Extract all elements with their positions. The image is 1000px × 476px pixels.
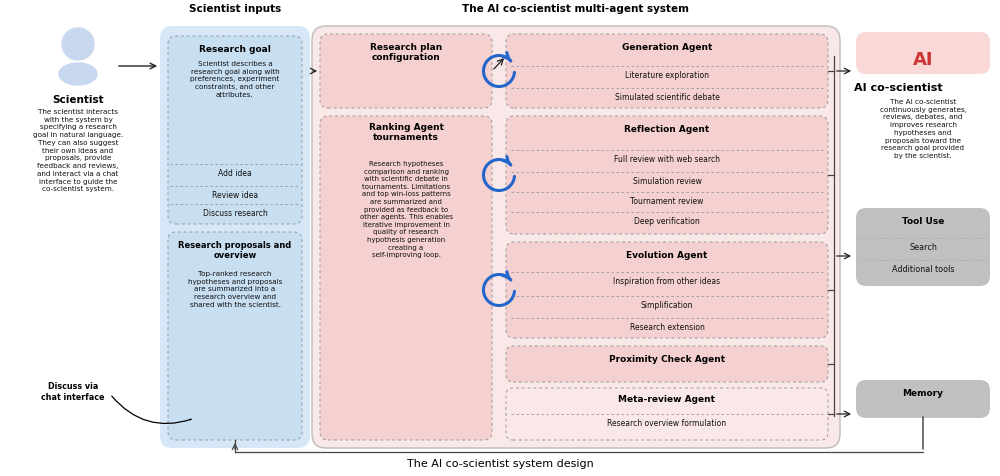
Text: Discuss research: Discuss research bbox=[203, 208, 267, 218]
Text: Generation Agent: Generation Agent bbox=[622, 43, 712, 52]
Text: AI co-scientist: AI co-scientist bbox=[854, 83, 943, 93]
Text: The AI co-scientist system design: The AI co-scientist system design bbox=[407, 458, 593, 468]
Text: Full review with web search: Full review with web search bbox=[614, 155, 720, 164]
FancyBboxPatch shape bbox=[856, 208, 990, 287]
FancyBboxPatch shape bbox=[320, 35, 492, 109]
Text: Research overview formulation: Research overview formulation bbox=[607, 418, 727, 427]
FancyBboxPatch shape bbox=[506, 346, 828, 382]
FancyArrowPatch shape bbox=[112, 397, 191, 424]
Text: Review idea: Review idea bbox=[212, 190, 258, 199]
FancyBboxPatch shape bbox=[168, 232, 302, 440]
Text: Inspiration from other ideas: Inspiration from other ideas bbox=[613, 277, 721, 286]
Text: Research plan
configuration: Research plan configuration bbox=[370, 43, 442, 62]
Text: Research goal: Research goal bbox=[199, 45, 271, 54]
FancyBboxPatch shape bbox=[506, 388, 828, 440]
Text: Tournament review: Tournament review bbox=[630, 197, 704, 206]
Text: Literature exploration: Literature exploration bbox=[625, 71, 709, 80]
FancyBboxPatch shape bbox=[160, 27, 310, 448]
Text: Scientist: Scientist bbox=[52, 95, 104, 105]
FancyBboxPatch shape bbox=[506, 117, 828, 235]
Text: AI: AI bbox=[913, 51, 933, 69]
Text: Simulation review: Simulation review bbox=[633, 177, 701, 186]
FancyBboxPatch shape bbox=[506, 242, 828, 338]
Text: Evolution Agent: Evolution Agent bbox=[626, 250, 708, 259]
Text: Scientist describes a
research goal along with
preferences, experiment
constrain: Scientist describes a research goal alon… bbox=[190, 61, 280, 98]
Text: Simplification: Simplification bbox=[641, 300, 693, 309]
Text: Deep verification: Deep verification bbox=[634, 217, 700, 226]
Text: Additional tools: Additional tools bbox=[892, 265, 954, 273]
Circle shape bbox=[62, 29, 94, 61]
Text: Meta-review Agent: Meta-review Agent bbox=[618, 394, 716, 403]
Text: Research hypotheses
comparison and ranking
with scientific debate in
tournaments: Research hypotheses comparison and ranki… bbox=[360, 161, 453, 258]
FancyBboxPatch shape bbox=[168, 37, 302, 225]
Text: Reflection Agent: Reflection Agent bbox=[624, 125, 710, 134]
Text: The scientist interacts
with the system by
specifying a research
goal in natural: The scientist interacts with the system … bbox=[33, 109, 123, 192]
Text: Add idea: Add idea bbox=[218, 169, 252, 178]
FancyBboxPatch shape bbox=[320, 117, 492, 440]
Text: The AI co-scientist multi-agent system: The AI co-scientist multi-agent system bbox=[462, 4, 690, 14]
Text: Memory: Memory bbox=[902, 388, 944, 397]
Text: Search: Search bbox=[909, 242, 937, 251]
Text: Scientist inputs: Scientist inputs bbox=[189, 4, 281, 14]
Text: Research extension: Research extension bbox=[630, 322, 704, 331]
FancyBboxPatch shape bbox=[856, 380, 990, 418]
Text: Discuss via
chat interface: Discuss via chat interface bbox=[41, 381, 105, 401]
Text: Ranking Agent
tournaments: Ranking Agent tournaments bbox=[369, 123, 444, 142]
Text: Tool Use: Tool Use bbox=[902, 217, 944, 226]
FancyBboxPatch shape bbox=[312, 27, 840, 448]
FancyBboxPatch shape bbox=[506, 35, 828, 109]
Text: Research proposals and
overview: Research proposals and overview bbox=[178, 240, 292, 260]
Text: Simulated scientific debate: Simulated scientific debate bbox=[615, 93, 719, 102]
Ellipse shape bbox=[59, 64, 97, 86]
FancyBboxPatch shape bbox=[856, 33, 990, 75]
Text: Proximity Check Agent: Proximity Check Agent bbox=[609, 354, 725, 363]
Text: The AI co-scientist
continuously generates,
reviews, debates, and
improves resea: The AI co-scientist continuously generat… bbox=[880, 99, 966, 159]
Text: Top-ranked research
hypotheses and proposals
are summarized into a
research over: Top-ranked research hypotheses and propo… bbox=[188, 270, 282, 307]
